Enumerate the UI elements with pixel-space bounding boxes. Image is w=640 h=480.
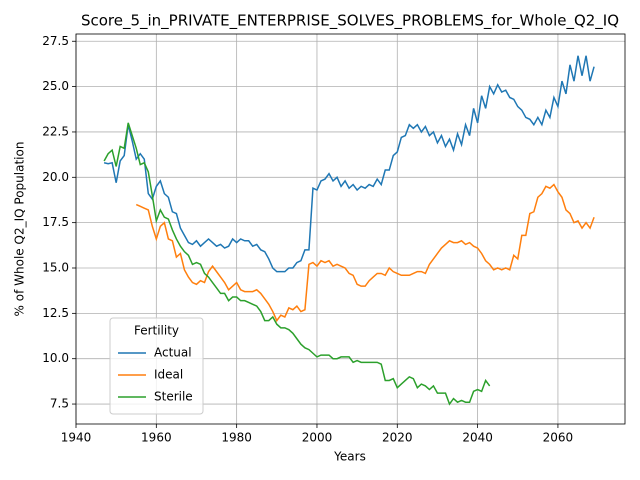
x-tick-label: 2000 bbox=[302, 431, 333, 445]
x-tick-label: 1980 bbox=[221, 431, 252, 445]
y-tick-label: 12.5 bbox=[42, 306, 69, 320]
legend-label: Sterile bbox=[154, 390, 193, 404]
y-tick-label: 22.5 bbox=[42, 124, 69, 138]
y-tick-label: 15.0 bbox=[42, 261, 69, 275]
x-tick-label: 2060 bbox=[543, 431, 574, 445]
x-tick-label: 2040 bbox=[462, 431, 493, 445]
legend-box bbox=[109, 317, 204, 415]
line-series bbox=[103, 122, 491, 406]
y-tick-label: 25.0 bbox=[42, 79, 69, 93]
y-tick-label: 10.0 bbox=[42, 351, 69, 365]
x-tick-label: 1960 bbox=[141, 431, 172, 445]
line-series bbox=[103, 55, 595, 273]
legend-label: Actual bbox=[154, 346, 192, 360]
legend-title: Fertility bbox=[134, 324, 179, 338]
x-tick-label: 2020 bbox=[382, 431, 413, 445]
y-tick-label: 20.0 bbox=[42, 170, 69, 184]
plot-frame bbox=[75, 33, 626, 425]
y-tick-label: 27.5 bbox=[42, 34, 69, 48]
x-axis-label: Years bbox=[333, 450, 366, 464]
y-tick-label: 17.5 bbox=[42, 215, 69, 229]
line-series bbox=[135, 183, 595, 323]
legend-label: Ideal bbox=[154, 368, 183, 382]
x-tick-label: 1940 bbox=[61, 431, 92, 445]
chart-title: Score_5_in_PRIVATE_ENTERPRISE_SOLVES_PRO… bbox=[81, 12, 619, 31]
y-axis-label: % of Whole Q2_IQ Population bbox=[13, 142, 27, 317]
y-tick-label: 7.5 bbox=[50, 397, 69, 411]
